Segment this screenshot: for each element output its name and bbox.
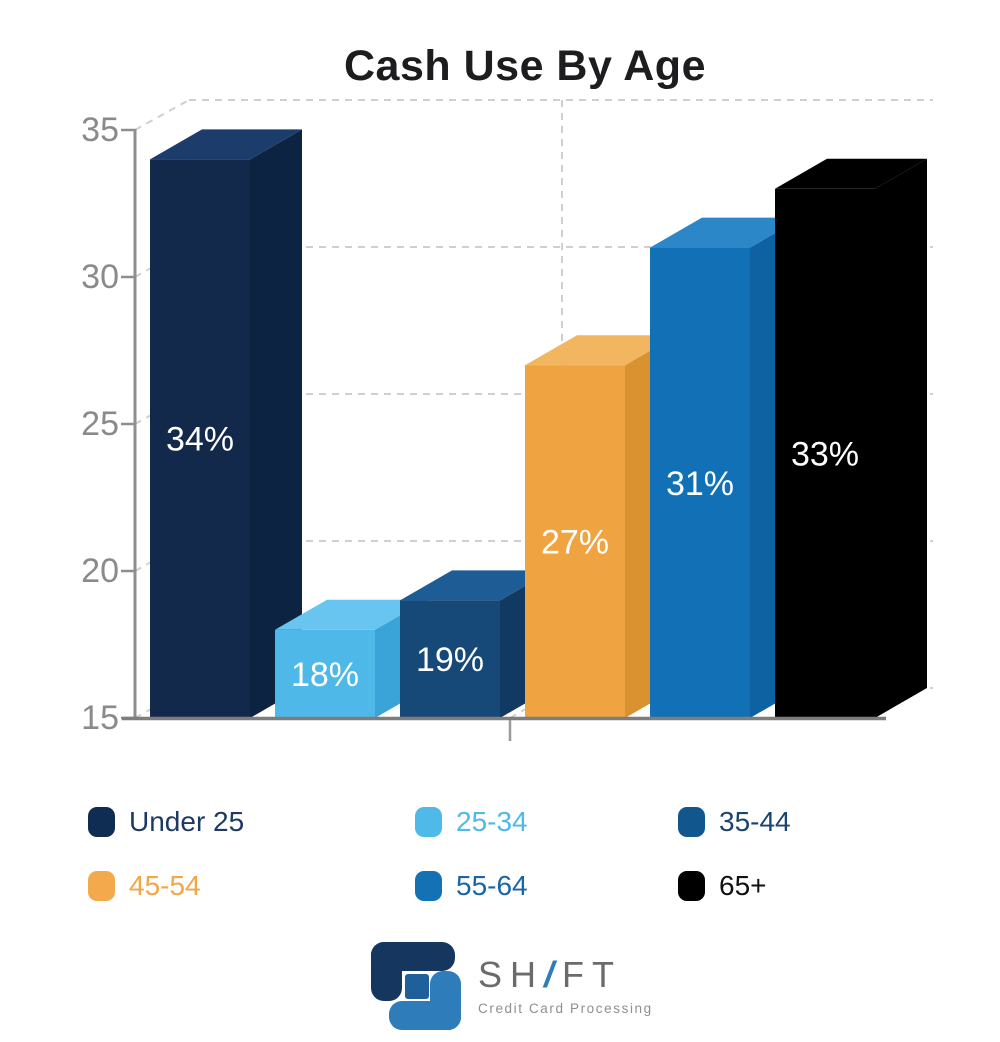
bar-front-face <box>525 365 625 718</box>
legend-label: 65+ <box>719 870 767 901</box>
logo-center-square <box>405 974 429 999</box>
legend-label: 55-64 <box>456 870 528 901</box>
legend-label: Under 25 <box>129 806 245 837</box>
legend-item-25-34: 25-34 <box>415 806 678 838</box>
brand-logo: SH/FT Credit Card Processing <box>371 941 653 1031</box>
legend-swatch <box>415 807 442 837</box>
bar-side-face <box>875 158 927 719</box>
bar-chart: 35 30 25 20 15 34% 18% 19% 27% 31% 33% <box>81 99 933 741</box>
bar-value-label: 34% <box>166 421 234 459</box>
brand-name-ft: FT <box>562 953 623 995</box>
brand-name-sh: SH <box>478 953 545 995</box>
legend-swatch <box>415 871 442 901</box>
bar-value-label: 18% <box>291 656 359 694</box>
bar-top-face <box>650 217 802 248</box>
bar-front-face <box>650 247 750 718</box>
legend-swatch <box>678 871 705 901</box>
bar-value-label: 33% <box>791 435 859 473</box>
legend-item-35-44: 35-44 <box>678 806 980 838</box>
bar-top-face <box>275 599 427 630</box>
y-tick-label: 35 <box>81 111 119 149</box>
shift-logo-icon <box>371 942 461 1030</box>
bar-front-face <box>775 188 875 719</box>
bar-side-face <box>250 129 302 718</box>
legend-swatch <box>88 807 115 837</box>
bar-front-face <box>275 629 375 718</box>
bar-value-label: 19% <box>416 641 484 679</box>
chart-title: Cash Use By Age <box>344 42 706 90</box>
y-tick-label: 25 <box>81 405 119 443</box>
legend-label: 35-44 <box>719 806 791 837</box>
bar-65: 33% <box>775 158 927 719</box>
bar-top-face <box>150 129 302 160</box>
legend-item-under-25: Under 25 <box>88 806 415 838</box>
logo-text: SH/FT Credit Card Processing <box>478 953 653 1016</box>
brand-tagline: Credit Card Processing <box>478 1000 653 1016</box>
legend-item-55-64: 55-64 <box>415 870 678 902</box>
bar-value-label: 31% <box>666 465 734 503</box>
bar-top-face <box>525 335 677 366</box>
bar-front-face <box>150 159 250 718</box>
y-tick-label: 15 <box>81 699 119 737</box>
legend-label: 25-34 <box>456 806 528 837</box>
bar-top-face <box>775 158 927 189</box>
bar-under-25: 34% <box>150 129 302 718</box>
logo-blue-right-column <box>430 971 461 1030</box>
bar-front-face <box>400 600 500 718</box>
bar-top-face <box>400 570 552 601</box>
y-tick-label: 30 <box>81 258 119 296</box>
brand-slash: / <box>544 953 563 995</box>
y-tick-label: 20 <box>81 552 119 590</box>
legend-swatch <box>678 807 705 837</box>
legend-item-45-54: 45-54 <box>88 870 415 902</box>
bar-value-label: 27% <box>541 524 609 562</box>
chart-legend: Under 25 25-34 35-44 45-54 55-64 65+ <box>88 806 980 902</box>
legend-swatch <box>88 871 115 901</box>
legend-label: 45-54 <box>129 870 201 901</box>
brand-name: SH/FT <box>478 953 653 995</box>
gridline-diagonal <box>134 99 190 131</box>
legend-item-65: 65+ <box>678 870 980 902</box>
logo-dark-left-column <box>371 942 402 1001</box>
